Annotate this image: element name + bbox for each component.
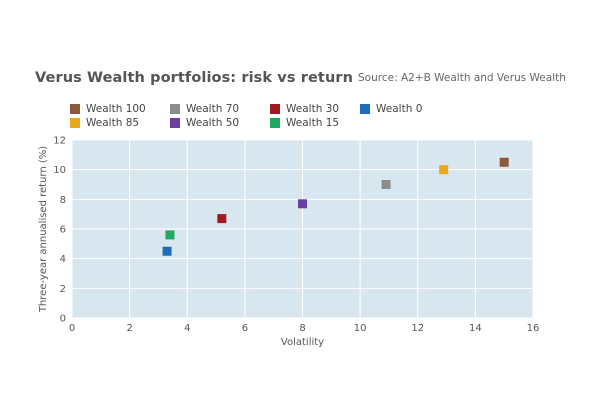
legend-item: Wealth 15 — [270, 116, 339, 130]
x-tick-label: 2 — [126, 323, 132, 334]
legend-item: Wealth 85 — [70, 116, 139, 130]
legend-item: Wealth 50 — [170, 116, 239, 130]
legend-item: Wealth 100 — [70, 102, 146, 116]
legend-swatch — [360, 104, 370, 114]
x-tick-label: 14 — [469, 323, 482, 334]
x-tick-label: 16 — [527, 323, 540, 334]
legend-label: Wealth 100 — [86, 103, 146, 115]
x-tick-label: 10 — [354, 323, 367, 334]
y-tick-label: 10 — [53, 165, 66, 176]
legend-swatch — [70, 104, 80, 114]
legend-label: Wealth 50 — [186, 117, 240, 129]
legend-item: Wealth 0 — [360, 102, 422, 116]
legend-label: Wealth 0 — [376, 103, 423, 115]
data-point-wealth-50 — [298, 199, 307, 209]
chart-title: Verus Wealth portfolios: risk vs return — [35, 70, 354, 86]
legend-item: Wealth 30 — [270, 102, 339, 116]
y-tick-label: 4 — [60, 254, 66, 265]
data-point-wealth-15 — [165, 230, 175, 240]
y-tick-label: 12 — [53, 136, 66, 147]
legend-swatch — [270, 118, 280, 128]
x-tick-label: 4 — [184, 323, 190, 334]
legend-label: Wealth 30 — [286, 103, 340, 115]
data-point-wealth-70 — [381, 180, 391, 189]
legend-swatch — [170, 118, 180, 128]
data-point-wealth-30 — [217, 214, 227, 224]
x-tick-label: 8 — [299, 323, 305, 334]
y-tick-label: 8 — [60, 195, 66, 206]
x-tick-label: 0 — [69, 323, 75, 334]
chart-source: Source: A2+B Wealth and Verus Wealth — [358, 72, 566, 84]
y-axis-label: Three-year annualised return (%) — [38, 146, 49, 313]
x-tick-label: 6 — [242, 323, 248, 334]
y-tick-label: 6 — [60, 225, 66, 236]
data-point-wealth-85 — [439, 165, 449, 175]
legend-swatch — [170, 104, 180, 114]
legend-item: Wealth 70 — [170, 102, 239, 116]
data-point-wealth-100 — [499, 157, 509, 167]
x-axis-label: Volatility — [281, 337, 324, 348]
chart-legend: Wealth 100 Wealth 70 Wealth 30 Wealth 0 Weal… — [70, 102, 550, 132]
legend-label: Wealth 70 — [186, 103, 240, 115]
legend-label: Wealth 15 — [286, 117, 340, 129]
y-tick-label: 2 — [60, 284, 66, 295]
x-tick-label: 12 — [411, 323, 424, 334]
legend-swatch — [70, 118, 80, 128]
data-point-wealth-0 — [162, 246, 172, 256]
y-tick-label: 0 — [60, 314, 66, 325]
legend-swatch — [270, 104, 280, 114]
legend-label: Wealth 85 — [86, 117, 140, 129]
